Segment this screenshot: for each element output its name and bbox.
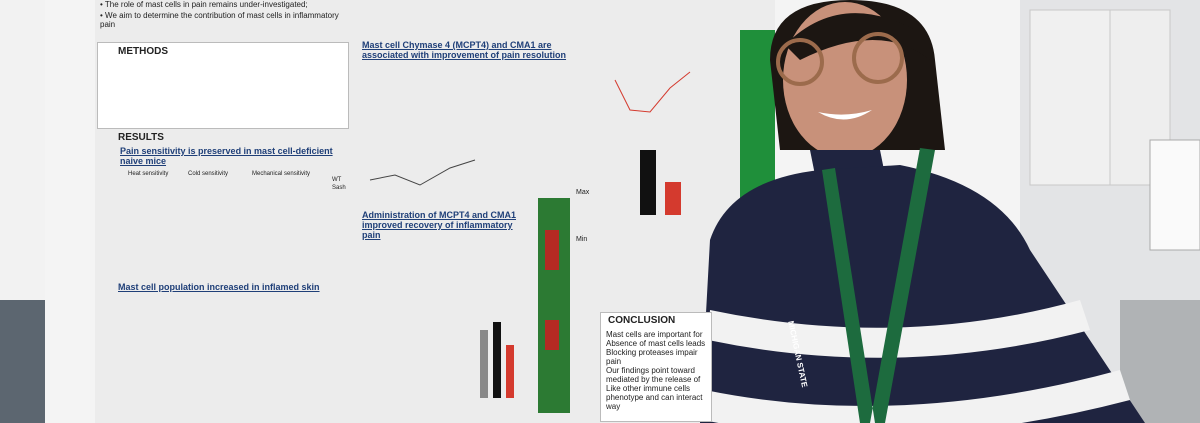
section-title: RESULTS <box>118 132 164 143</box>
conclusion-line: way <box>606 402 621 411</box>
section-title: CONCLUSION <box>608 315 676 326</box>
text: The role of mast cells in pain remains u… <box>104 0 308 9</box>
section-title: METHODS <box>118 46 168 57</box>
panel <box>1029 9 1111 186</box>
heading: Mast cell Chymase 4 (MCPT4) and CMA1 are… <box>362 40 567 60</box>
intro-line: • The role of mast cells in pain remains… <box>100 0 308 9</box>
floor-right <box>1120 300 1200 423</box>
conclusion-list: Mast cells are important for Absence of m… <box>606 330 706 411</box>
text: We aim to determine the contribution of … <box>100 11 339 29</box>
line-plot <box>614 71 691 113</box>
conclusion-line: pain <box>606 357 622 366</box>
conclusion-line: Our findings point toward <box>606 366 695 375</box>
heading: Mast cell population increased in inflam… <box>118 282 320 292</box>
legend-entry: Sash <box>332 185 346 191</box>
conclusion-line: mediated by the release of <box>606 375 701 384</box>
bar <box>665 182 681 215</box>
methods-box <box>97 42 349 129</box>
conclusion-line: Like other immune cells <box>606 384 691 393</box>
panel-title: Cold sensitivity <box>188 171 229 177</box>
line-plot <box>369 159 476 186</box>
scale-label: Min <box>576 236 588 243</box>
heatmap-cell <box>545 230 559 270</box>
person <box>700 0 1145 423</box>
heading: Administration of MCPT4 and CMA1 improve… <box>362 210 517 240</box>
heatmap <box>740 30 775 200</box>
conclusion-line: Absence of mast cells leads <box>606 339 706 348</box>
panel-title: Heat sensitivity <box>128 171 169 177</box>
bar <box>506 345 514 398</box>
conclusion-box <box>600 312 712 422</box>
floor-left <box>0 300 45 423</box>
legend-entry: WT <box>332 177 342 183</box>
intro-line: • We aim to determine the contribution o… <box>100 11 339 29</box>
bar <box>480 330 488 398</box>
heatmap-cell <box>545 320 559 350</box>
whiteboard-left <box>0 0 45 300</box>
conclusion-line: phenotype and can interact <box>606 393 703 402</box>
panel-title: Mechanical sensitivity <box>252 171 311 177</box>
bar <box>640 150 656 215</box>
bar <box>493 322 501 398</box>
name-sign <box>1149 139 1200 251</box>
conclusion-line: Mast cells are important for <box>606 330 703 339</box>
scale-label: Max <box>576 189 590 196</box>
conclusion-line: Blocking proteases impair <box>606 348 698 357</box>
heading: Pain sensitivity is preserved in mast ce… <box>120 146 333 166</box>
